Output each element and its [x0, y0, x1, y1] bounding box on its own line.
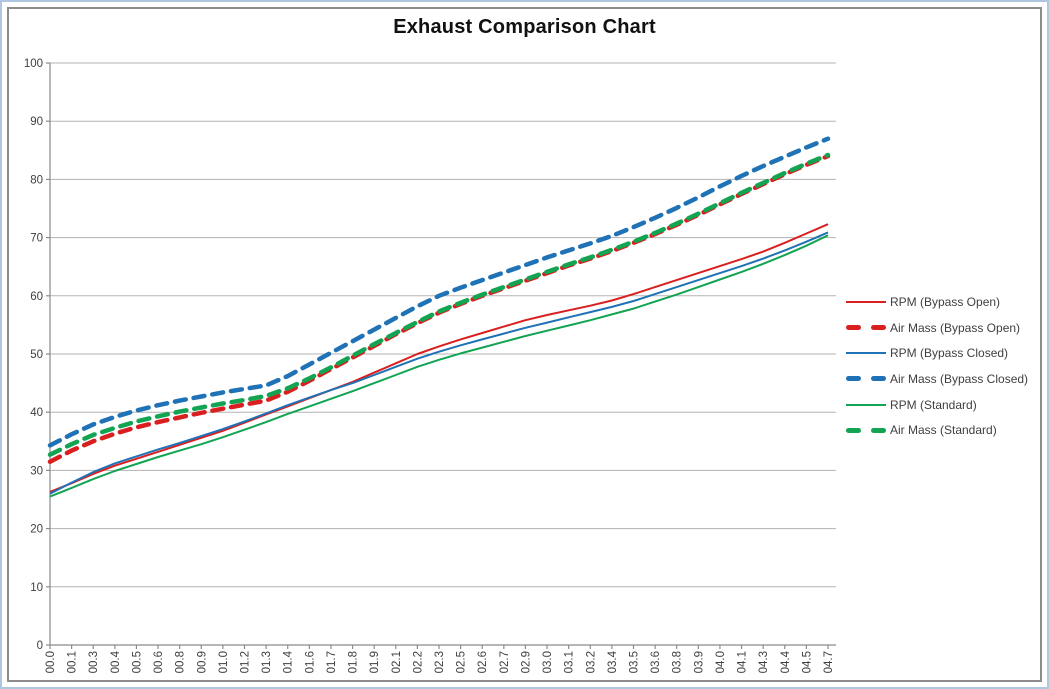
legend-dashed-line-swatch — [846, 325, 886, 331]
x-axis-label: 01.0 — [218, 651, 230, 673]
series-line-air-mass-standard — [47, 152, 831, 457]
x-axis-label: 00.0 — [45, 651, 57, 673]
x-axis-label: 00.8 — [175, 651, 187, 673]
chart-title: Exhaust Comparison Chart — [393, 16, 656, 38]
legend-dashed-line-swatch — [846, 427, 886, 433]
legend-item: Air Mass (Bypass Open) — [846, 315, 1028, 341]
x-axis-label: 02.6 — [477, 651, 489, 673]
legend-line-segment — [846, 300, 886, 303]
y-axis-label: 70 — [30, 233, 43, 245]
x-axis-label: 02.9 — [520, 651, 532, 673]
legend-item: RPM (Bypass Closed) — [846, 340, 1028, 366]
series-line-air-mass-bypass-closed — [47, 136, 831, 448]
x-axis-label: 03.4 — [607, 650, 619, 673]
x-axis-label: 03.5 — [628, 651, 640, 673]
legend-label: Air Mass (Standard) — [890, 423, 997, 438]
legend-solid-line-swatch — [846, 300, 886, 303]
y-axis-label: 50 — [30, 349, 43, 361]
x-axis-label: 03.8 — [672, 651, 684, 673]
legend-solid-line-swatch — [846, 352, 886, 355]
x-axis-label: 04.1 — [737, 651, 749, 673]
legend-item: RPM (Standard) — [846, 392, 1028, 418]
legend-item: Air Mass (Bypass Closed) — [846, 366, 1028, 392]
x-axis-label: 03.1 — [564, 651, 576, 673]
legend-dash-segment — [846, 427, 861, 433]
x-axis-label: 02.2 — [412, 651, 424, 673]
x-axis-label: 02.1 — [391, 651, 403, 673]
x-axis-label: 04.0 — [715, 651, 727, 673]
x-axis-label: 00.9 — [196, 651, 208, 673]
x-axis-label: 03.9 — [693, 651, 705, 673]
y-axis-label: 60 — [30, 291, 43, 303]
x-axis-label: 04.7 — [823, 651, 835, 673]
legend-label: RPM (Bypass Open) — [890, 294, 1001, 309]
series-line-rpm-bypass-open — [49, 223, 829, 493]
y-axis-label: 20 — [30, 524, 43, 536]
chart-frame — [7, 7, 1042, 682]
legend-dash-segment — [871, 376, 886, 382]
y-axis-label: 30 — [30, 465, 43, 477]
x-axis-label: 00.1 — [67, 651, 79, 673]
series-line-rpm-standard — [49, 234, 829, 498]
x-axis-label: 04.4 — [780, 650, 792, 673]
y-axis-label: 10 — [30, 582, 43, 594]
series-line-rpm-bypass-closed — [49, 231, 829, 495]
legend-solid-line-swatch — [846, 403, 886, 406]
x-axis-label: 02.7 — [499, 651, 511, 673]
legend-item: Air Mass (Standard) — [846, 417, 1028, 443]
x-axis-label: 03.0 — [542, 651, 554, 673]
x-axis-label: 04.3 — [758, 651, 770, 673]
legend-label: RPM (Standard) — [890, 397, 977, 412]
y-axis-label: 80 — [30, 174, 43, 186]
legend: RPM (Bypass Open) Air Mass (Bypass Open) R… — [846, 289, 1028, 443]
legend-line-segment — [846, 352, 886, 355]
x-axis-label: 00.5 — [131, 651, 143, 673]
x-axis-label: 01.9 — [369, 651, 381, 673]
y-axis-label: 100 — [24, 58, 43, 70]
y-axis-label: 0 — [37, 640, 43, 652]
legend-item: RPM (Bypass Open) — [846, 289, 1028, 315]
legend-label: Air Mass (Bypass Open) — [890, 320, 1021, 335]
y-axis-label: 90 — [30, 116, 43, 128]
x-axis-label: 01.4 — [283, 650, 295, 673]
x-axis-label: 00.4 — [110, 650, 122, 673]
x-axis-label: 00.3 — [88, 651, 100, 673]
legend-dash-segment — [846, 376, 861, 382]
x-axis-label: 00.6 — [153, 651, 165, 673]
x-axis-label: 01.3 — [261, 651, 273, 673]
legend-dash-segment — [871, 325, 886, 331]
legend-dash-segment — [871, 427, 886, 433]
x-axis-label: 04.5 — [801, 651, 813, 673]
x-axis-label: 01.8 — [348, 651, 360, 673]
x-axis-label: 03.2 — [585, 651, 597, 673]
x-axis-label: 02.3 — [434, 651, 446, 673]
y-axis-label: 40 — [30, 407, 43, 419]
x-axis-label: 01.7 — [326, 651, 338, 673]
x-axis-label: 03.6 — [650, 651, 662, 673]
legend-label: Air Mass (Bypass Closed) — [890, 371, 1029, 386]
legend-dash-segment — [846, 325, 861, 331]
legend-line-segment — [846, 403, 886, 406]
legend-label: RPM (Bypass Closed) — [890, 346, 1009, 361]
legend-dashed-line-swatch — [846, 376, 886, 382]
x-axis-label: 02.5 — [456, 651, 468, 673]
x-axis-label: 01.2 — [239, 651, 251, 673]
x-axis-label: 01.6 — [304, 651, 316, 673]
